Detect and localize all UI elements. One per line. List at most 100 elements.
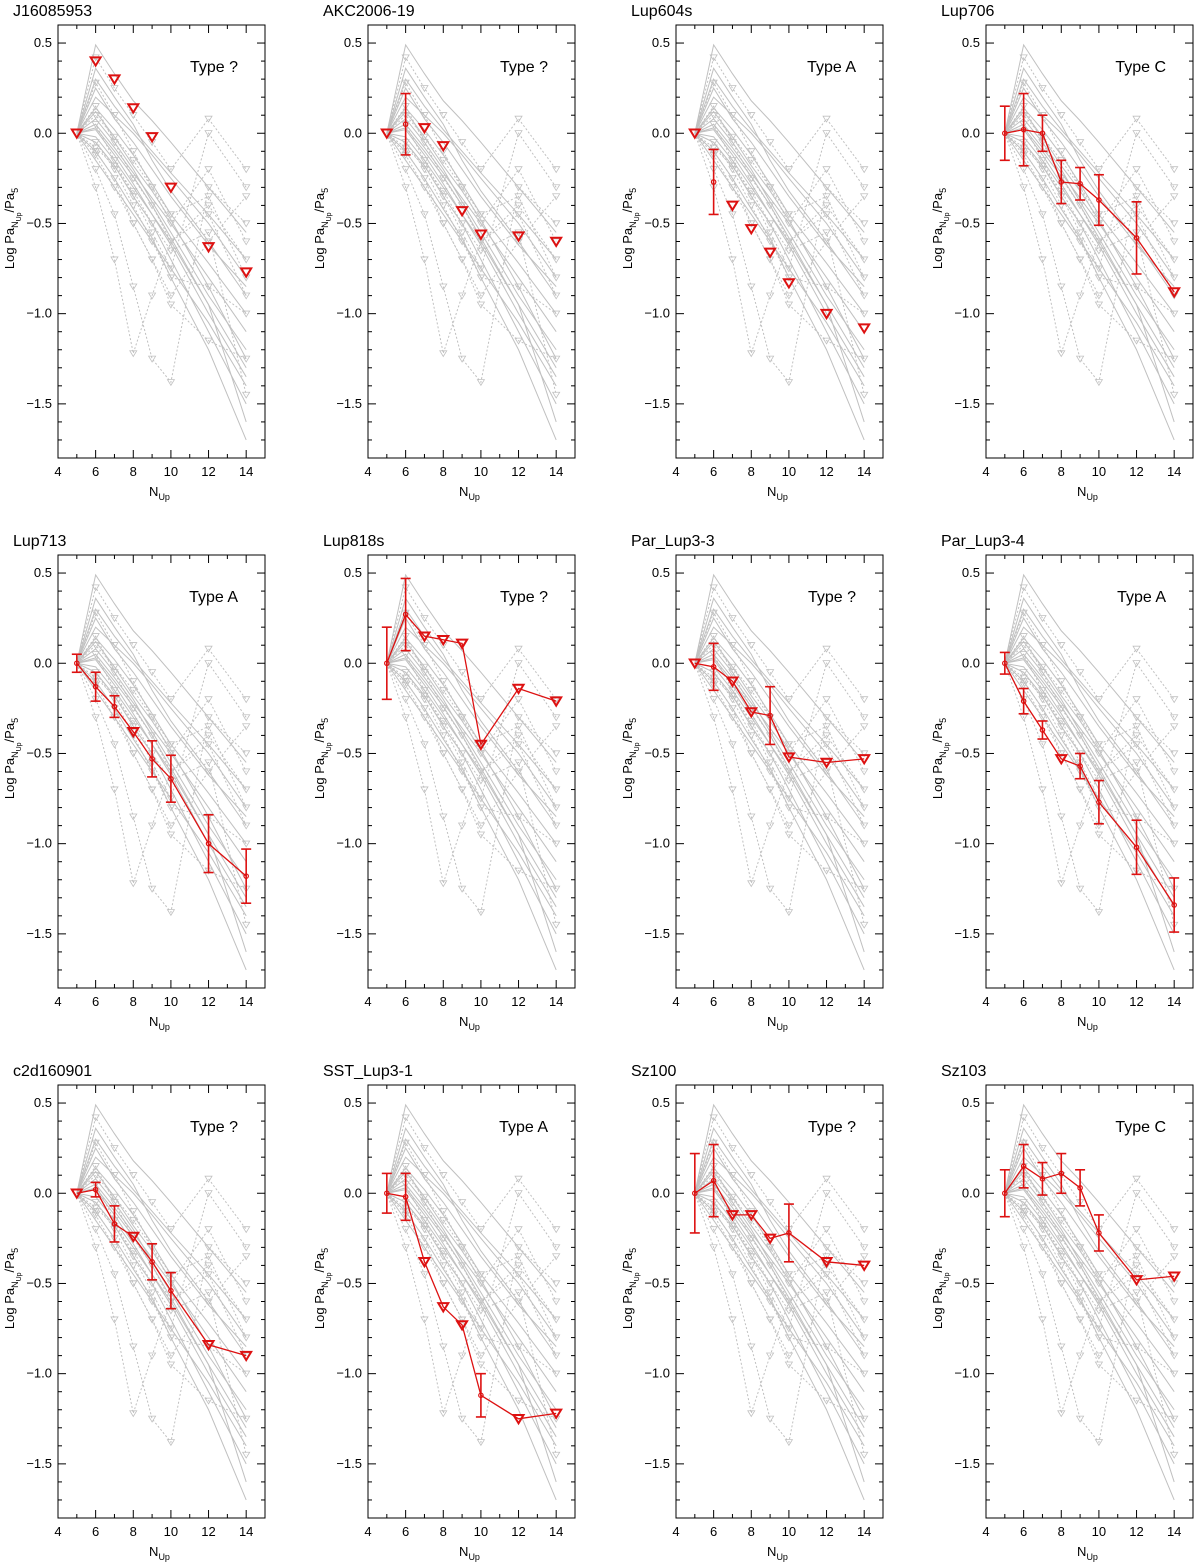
- background-upper-limit-marker: [439, 880, 448, 888]
- background-dotted-track: [1004, 611, 1175, 772]
- type-annotation: Type ?: [190, 1119, 238, 1136]
- background-upper-limit-marker: [439, 687, 448, 695]
- panel-9: 4 6 8 10 12 14 0.5 0.0 −0.5 −1.0 −1.5 c2d160901 Type…: [2, 1063, 266, 1562]
- background-dotted-track: [386, 132, 557, 297]
- background-upper-limit-marker: [241, 355, 251, 363]
- background-upper-limit-marker: [1038, 1226, 1047, 1234]
- x-tick-label: 14: [1167, 464, 1181, 479]
- background-upper-limit-marker: [166, 750, 176, 758]
- background-upper-limit-marker: [1169, 1244, 1179, 1252]
- background-upper-limit-marker: [551, 193, 561, 201]
- background-upper-limit-marker: [514, 1289, 523, 1297]
- background-upper-limit-marker: [784, 741, 794, 749]
- background-dotted-track: [1004, 133, 1175, 384]
- background-upper-limit-marker: [439, 220, 448, 228]
- x-tick-label: 8: [440, 464, 447, 479]
- x-axis-label: NUp: [1077, 1014, 1098, 1032]
- upper-limit-marker: [70, 128, 84, 140]
- upper-limit-marker: [763, 247, 777, 259]
- x-tick-label: 8: [1058, 1524, 1065, 1539]
- background-upper-limit-marker: [859, 1244, 869, 1252]
- background-upper-limit-marker: [91, 121, 100, 129]
- background-upper-limit-marker: [457, 229, 467, 237]
- background-upper-limit-marker: [1094, 1334, 1104, 1342]
- background-upper-limit-marker: [822, 193, 831, 201]
- background-upper-limit-marker: [401, 1139, 410, 1147]
- background-upper-limit-marker: [204, 696, 213, 704]
- background-upper-limit-marker: [129, 350, 138, 358]
- background-dotted-track: [386, 133, 557, 356]
- background-dotted-track: [1004, 586, 1175, 701]
- background-solid-track: [76, 1127, 247, 1356]
- upper-limit-marker: [380, 128, 394, 140]
- background-solid-track: [76, 1192, 247, 1501]
- background-upper-limit-marker: [1057, 1235, 1066, 1243]
- background-upper-limit-marker: [420, 741, 429, 749]
- x-tick-label: 10: [164, 464, 178, 479]
- target-series-line: [1004, 1165, 1175, 1281]
- x-axis-label-main: N: [149, 1014, 158, 1029]
- x-tick-label: 12: [511, 994, 525, 1009]
- background-upper-limit-marker: [1038, 714, 1047, 722]
- background-dotted-track: [694, 1116, 865, 1231]
- background-upper-limit-marker: [147, 714, 157, 722]
- y-axis-label-tail-sub: 5: [938, 718, 948, 723]
- background-upper-limit-marker: [1019, 651, 1028, 659]
- background-dotted-track: [694, 123, 865, 270]
- background-upper-limit-marker: [859, 1316, 869, 1324]
- background-upper-limit-marker: [401, 79, 410, 87]
- background-upper-limit-marker: [241, 391, 251, 399]
- background-upper-limit-marker: [439, 1208, 448, 1216]
- background-dotted-track: [76, 133, 247, 356]
- background-solid-track: [76, 1147, 247, 1347]
- background-upper-limit-marker: [822, 1397, 831, 1405]
- background-solid-track: [1004, 617, 1175, 817]
- x-axis-label: NUp: [767, 484, 788, 502]
- y-tick-label: −1.0: [336, 1366, 362, 1381]
- data-point: [1020, 126, 1027, 133]
- background-upper-limit-marker: [91, 151, 100, 159]
- background-upper-limit-marker: [166, 831, 176, 839]
- background-upper-limit-marker: [822, 714, 831, 722]
- data-point: [767, 712, 773, 719]
- background-upper-limit-marker: [91, 184, 100, 192]
- x-tick-label: 10: [1092, 994, 1106, 1009]
- background-upper-limit-marker: [1132, 115, 1141, 123]
- background-dotted-track: [76, 132, 247, 297]
- background-upper-limit-marker: [859, 786, 869, 794]
- background-upper-limit-marker: [147, 184, 157, 192]
- background-upper-limit-marker: [129, 1217, 138, 1225]
- background-upper-limit-marker: [439, 732, 448, 740]
- background-dotted-track: [1004, 1193, 1175, 1416]
- background-upper-limit-marker: [1169, 1451, 1179, 1459]
- panel-title: Par_Lup3-3: [631, 533, 715, 550]
- background-upper-limit-marker: [439, 750, 448, 758]
- background-solid-track: [1004, 96, 1175, 278]
- x-tick-label: 14: [239, 1524, 253, 1539]
- background-solid-track: [76, 110, 247, 360]
- background-upper-limit-marker: [514, 867, 523, 875]
- panel-2: 4 6 8 10 12 14 0.5 0.0 −0.5 −1.0 −1.5 AKC2006-19 Typ…: [312, 3, 576, 502]
- background-solid-track: [76, 597, 247, 826]
- background-upper-limit-marker: [1132, 1262, 1141, 1270]
- background-upper-limit-marker: [514, 130, 523, 138]
- background-solid-track: [386, 67, 557, 296]
- background-upper-limit-marker: [457, 759, 467, 767]
- background-upper-limit-marker: [765, 822, 775, 830]
- y-axis-label-tail: /Pa: [312, 722, 327, 742]
- y-tick-label: −1.5: [26, 396, 52, 411]
- y-tick-label: −0.5: [26, 215, 52, 230]
- background-upper-limit-marker: [765, 220, 775, 228]
- background-upper-limit-marker: [1169, 1352, 1179, 1360]
- background-upper-limit-marker: [204, 1262, 213, 1270]
- background-upper-limit-marker: [784, 1298, 794, 1306]
- background-upper-limit-marker: [822, 732, 831, 740]
- background-upper-limit-marker: [401, 54, 410, 62]
- upper-limit-marker: [436, 635, 451, 647]
- background-upper-limit-marker: [1019, 1114, 1028, 1122]
- background-solid-track: [76, 127, 247, 423]
- background-upper-limit-marker: [551, 184, 561, 192]
- background-solid-track: [694, 573, 865, 763]
- background-upper-limit-marker: [1132, 283, 1141, 291]
- background-upper-limit-marker: [784, 247, 794, 255]
